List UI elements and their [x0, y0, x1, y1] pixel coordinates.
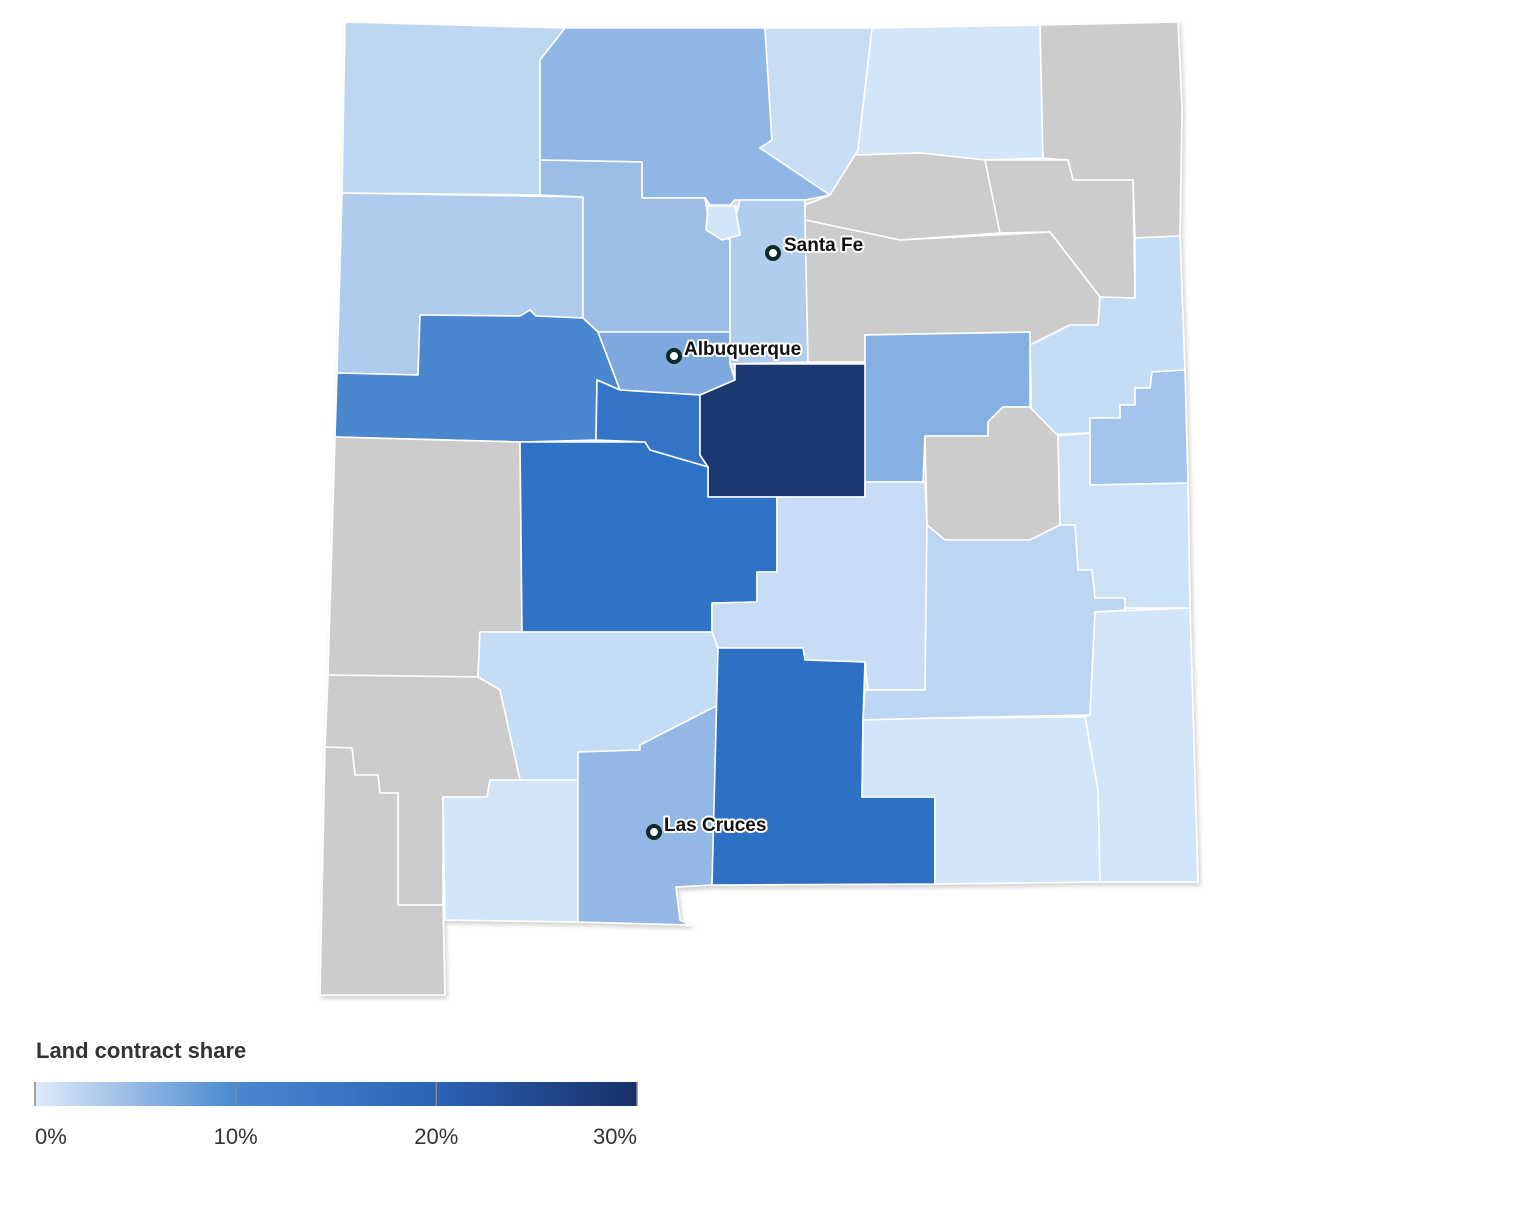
county: [1089, 369, 1189, 486]
county: [1084, 607, 1199, 883]
county: [442, 779, 579, 923]
city-label: Las Cruces: [664, 815, 766, 836]
city-marker: [666, 348, 682, 364]
county: [577, 704, 719, 926]
city-marker: [646, 824, 662, 840]
county: [854, 24, 1044, 161]
cities: Santa Fe Albuquerque Las Cruces: [646, 233, 865, 840]
county: [319, 746, 446, 996]
legend-color-bar: [35, 1082, 637, 1106]
legend: Land contract share 0% 10% 20% 30%: [34, 1038, 638, 1149]
city-label: Albuquerque: [684, 339, 801, 360]
legend-tick-label: 0%: [35, 1124, 67, 1149]
state-map: [319, 21, 1199, 996]
county: [699, 363, 866, 498]
county: [341, 21, 566, 196]
legend-tick-label: 20%: [414, 1124, 458, 1149]
legend-title: Land contract share: [36, 1038, 246, 1063]
city-label: Santa Fe: [784, 235, 863, 256]
county: [705, 205, 741, 241]
legend-tick-label: 30%: [593, 1124, 637, 1149]
county: [861, 716, 1101, 885]
city-marker: [765, 245, 781, 261]
legend-tick-label: 10%: [214, 1124, 258, 1149]
